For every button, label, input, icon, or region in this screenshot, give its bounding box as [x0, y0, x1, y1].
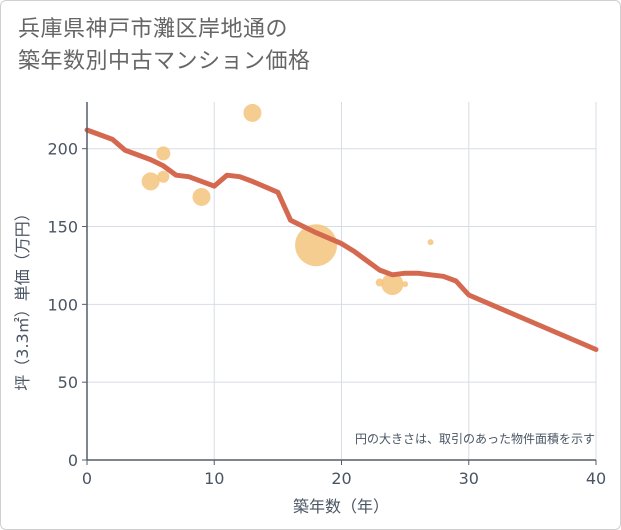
x-tick-label: 30 — [459, 469, 479, 488]
bubble-point — [402, 281, 409, 288]
bubble-point — [141, 172, 160, 191]
x-axis-label: 築年数（年） — [293, 497, 389, 516]
size-note: 円の大きさは、取引のあった物件面積を示す — [355, 431, 595, 446]
x-tick-label: 10 — [204, 469, 224, 488]
bubble-point — [243, 103, 262, 122]
axes: 0 50 100 150 200 0 10 20 30 40 — [47, 102, 606, 488]
trend-line-group — [84, 127, 599, 352]
x-tick-label: 20 — [331, 469, 351, 488]
y-tick-label: 200 — [47, 140, 78, 159]
y-tick-label: 0 — [68, 451, 78, 470]
chart-title: 兵庫県神戸市灘区岸地通の 築年数別中古マンション価格 — [18, 14, 311, 78]
gridlines — [87, 102, 597, 460]
x-tick-label: 0 — [82, 469, 92, 488]
y-axis-label: 坪（3.3㎡）単価（万円） — [13, 205, 32, 390]
y-tick-label: 150 — [47, 218, 78, 237]
bubbles — [141, 103, 434, 296]
title-line-1: 兵庫県神戸市灘区岸地通の — [18, 17, 289, 42]
bubble-point — [157, 170, 170, 183]
bubble-point — [156, 146, 171, 161]
trend-line — [84, 127, 599, 352]
bubble-point — [192, 187, 211, 206]
bubble-point — [427, 239, 434, 246]
y-tick-label: 50 — [58, 373, 78, 392]
title-line-2: 築年数別中古マンション価格 — [18, 49, 311, 74]
x-tick-label: 40 — [586, 469, 606, 488]
bubble-point — [381, 273, 404, 296]
y-tick-label: 100 — [47, 295, 78, 314]
